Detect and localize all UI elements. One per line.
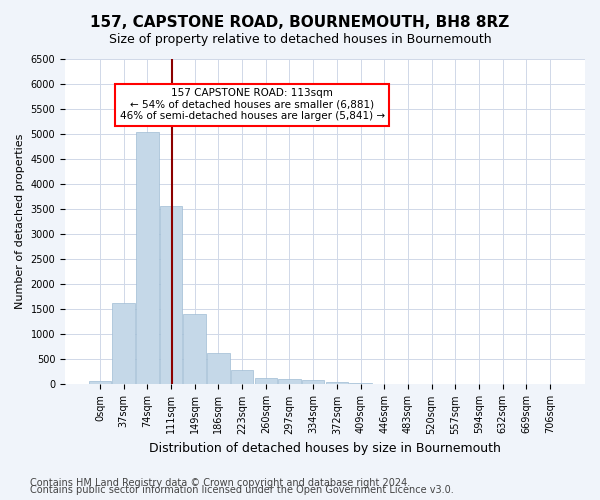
X-axis label: Distribution of detached houses by size in Bournemouth: Distribution of detached houses by size …: [149, 442, 501, 455]
Bar: [278, 380, 301, 384]
Text: Size of property relative to detached houses in Bournemouth: Size of property relative to detached ho…: [109, 32, 491, 46]
Bar: [326, 382, 348, 384]
Bar: [160, 206, 182, 384]
Bar: [207, 354, 230, 384]
Text: Contains public sector information licensed under the Open Government Licence v3: Contains public sector information licen…: [30, 485, 454, 495]
Bar: [254, 378, 277, 384]
Bar: [302, 380, 325, 384]
Bar: [136, 132, 158, 384]
Bar: [349, 383, 372, 384]
Text: Contains HM Land Registry data © Crown copyright and database right 2024.: Contains HM Land Registry data © Crown c…: [30, 478, 410, 488]
Bar: [184, 314, 206, 384]
Text: 157, CAPSTONE ROAD, BOURNEMOUTH, BH8 8RZ: 157, CAPSTONE ROAD, BOURNEMOUTH, BH8 8RZ: [91, 15, 509, 30]
Bar: [112, 304, 135, 384]
Bar: [89, 382, 111, 384]
Bar: [231, 370, 253, 384]
Text: 157 CAPSTONE ROAD: 113sqm
← 54% of detached houses are smaller (6,881)
46% of se: 157 CAPSTONE ROAD: 113sqm ← 54% of detac…: [119, 88, 385, 122]
Y-axis label: Number of detached properties: Number of detached properties: [15, 134, 25, 310]
